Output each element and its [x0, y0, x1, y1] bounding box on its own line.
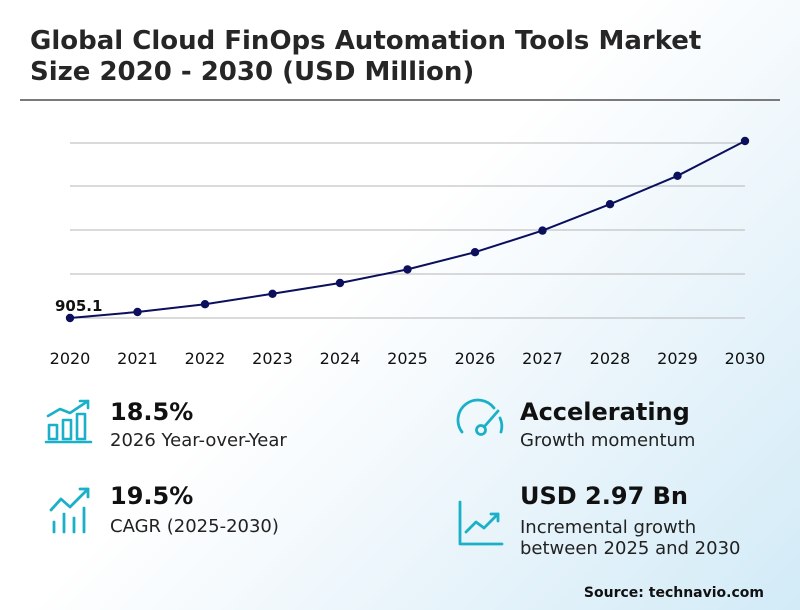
trend-bars-icon	[49, 487, 90, 534]
source-credit: Source: technavio.com	[583, 585, 764, 601]
x-tick-label-2025: 2025	[387, 349, 428, 368]
x-tick-label-2029: 2029	[657, 349, 698, 368]
x-tick-label-2024: 2024	[320, 349, 361, 368]
stat-incremental-value: USD 2.97 Bn	[520, 482, 688, 510]
x-tick-label-2030: 2030	[725, 349, 766, 368]
data-point-2030	[740, 136, 750, 146]
data-label-2020: 905.1	[55, 297, 102, 315]
gauge-icon	[456, 398, 504, 436]
data-point-2028	[605, 200, 615, 209]
title-divider	[20, 99, 780, 101]
chart-title: Global Cloud FinOps Automation Tools Mar…	[30, 26, 702, 87]
stat-cagr-label: CAGR (2025-2030)	[110, 516, 279, 537]
stat-cagr: 19.5% CAGR (2025-2030)	[44, 480, 374, 540]
data-point-2029	[673, 171, 682, 181]
data-point-2022	[200, 300, 210, 309]
line-chart: 905.1 2020 2021 2022 2023 2024 2025 2026 2027 20…	[50, 136, 766, 368]
stat-cagr-value: 19.5%	[110, 482, 194, 510]
data-point-2023	[268, 289, 277, 299]
data-point-2027	[538, 226, 547, 235]
data-point-2025	[403, 265, 412, 274]
trend-chart-icon	[458, 500, 504, 546]
x-tick-label-2026: 2026	[455, 349, 496, 368]
data-point-2024	[335, 278, 345, 288]
x-tick-label-2022: 2022	[185, 349, 226, 368]
stat-momentum: Accelerating Growth momentum	[456, 396, 756, 456]
data-point-2021	[133, 307, 142, 317]
x-tick-label-2027: 2027	[522, 349, 563, 368]
stat-incremental: USD 2.97 Bn Incremental growth between 2…	[456, 480, 776, 570]
bar-chart-growth-icon	[44, 399, 93, 444]
x-tick-label-2028: 2028	[590, 349, 631, 368]
stat-incremental-label: Incremental growth between 2025 and 2030	[520, 517, 741, 559]
x-tick-label-2020: 2020	[50, 349, 91, 368]
stat-yoy-label: 2026 Year-over-Year	[110, 430, 287, 451]
x-tick-label-2023: 2023	[252, 349, 293, 368]
data-point-2026	[470, 248, 480, 257]
data-point-2020	[65, 313, 75, 323]
stat-yoy-value: 18.5%	[110, 398, 194, 426]
x-tick-label-2021: 2021	[117, 349, 158, 368]
stat-momentum-value: Accelerating	[520, 398, 690, 426]
stat-yoy: 18.5% 2026 Year-over-Year	[44, 396, 374, 456]
stat-momentum-label: Growth momentum	[520, 430, 696, 451]
